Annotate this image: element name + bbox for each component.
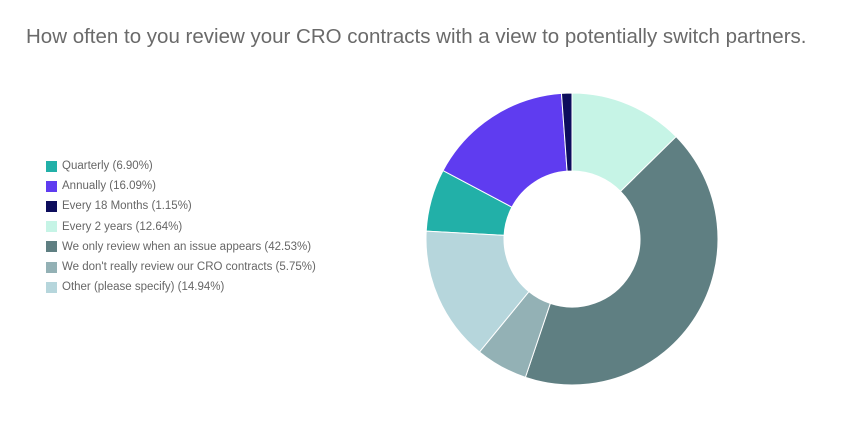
- legend-item: Every 2 years (12.64%): [46, 217, 316, 237]
- legend-swatch: [46, 241, 57, 253]
- legend-item: We don't really review our CRO contracts…: [46, 257, 316, 277]
- legend-swatch: [46, 261, 57, 273]
- donut-slice: [524, 135, 719, 386]
- legend-label: Every 2 years (12.64%): [62, 220, 183, 233]
- legend-label: Every 18 Months (1.15%): [62, 200, 192, 213]
- legend-label: We don't really review our CRO contracts…: [62, 261, 316, 274]
- donut-slice: [425, 230, 530, 353]
- legend-label: Quarterly (6.90%): [62, 160, 153, 173]
- legend-label: Annually (16.09%): [62, 180, 156, 193]
- legend-swatch: [46, 221, 57, 233]
- legend-item: Other (please specify) (14.94%): [46, 277, 316, 297]
- chart-title: How often to you review your CRO contrac…: [26, 25, 807, 48]
- legend-item: We only review when an issue appears (42…: [46, 237, 316, 257]
- legend: Quarterly (6.90%) Annually (16.09%) Every …: [46, 156, 316, 297]
- legend-swatch: [46, 180, 57, 192]
- legend-item: Annually (16.09%): [46, 176, 316, 196]
- legend-item: Quarterly (6.90%): [46, 156, 316, 176]
- legend-swatch: [46, 200, 57, 212]
- legend-swatch: [46, 160, 57, 172]
- legend-label: Other (please specify) (14.94%): [62, 281, 225, 294]
- legend-item: Every 18 Months (1.15%): [46, 196, 316, 216]
- legend-swatch: [46, 281, 57, 293]
- legend-label: We only review when an issue appears (42…: [62, 240, 312, 253]
